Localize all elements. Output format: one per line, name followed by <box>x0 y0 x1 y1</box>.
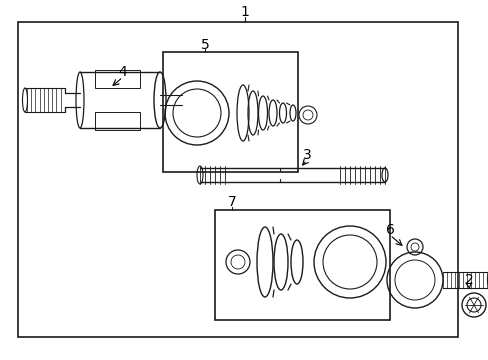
Text: 4: 4 <box>119 65 127 79</box>
Text: 5: 5 <box>200 38 209 52</box>
Text: 7: 7 <box>227 195 236 209</box>
Bar <box>95 70 140 88</box>
Bar <box>95 112 140 130</box>
Text: 3: 3 <box>302 148 311 162</box>
Text: 6: 6 <box>385 223 394 237</box>
Bar <box>215 210 389 320</box>
Bar <box>163 52 297 172</box>
Text: 1: 1 <box>240 5 249 19</box>
Text: 2: 2 <box>464 273 472 287</box>
Bar <box>18 22 457 337</box>
